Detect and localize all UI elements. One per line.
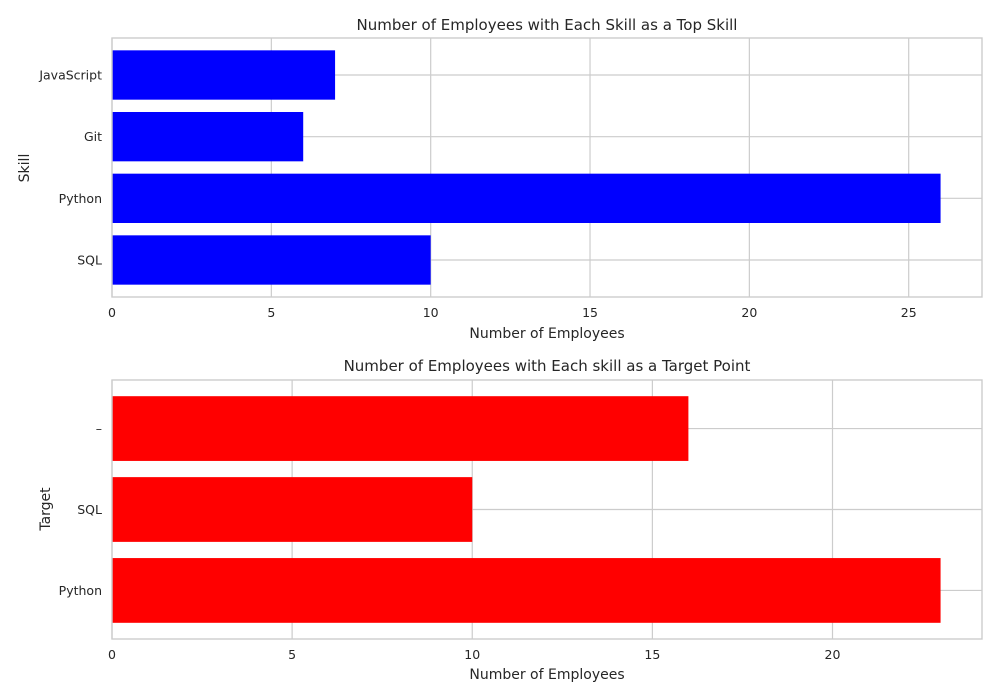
- chart-1-bar-2: [112, 112, 304, 162]
- chart-2-xtick-label: 15: [644, 647, 660, 662]
- chart-1-ytick-label: JavaScript: [38, 68, 102, 83]
- chart-1-bar-3: [112, 50, 336, 100]
- chart-2-bar-0: [112, 558, 941, 623]
- chart-1-title: Number of Employees with Each Skill as a…: [357, 16, 738, 34]
- chart-2-xlabel: Number of Employees: [469, 667, 624, 683]
- chart-1-frame: [111, 37, 983, 298]
- chart-2-xtick-label: 0: [108, 647, 116, 662]
- chart-2-xtick-label: 20: [825, 647, 841, 662]
- chart-1-xtick-label: 5: [267, 305, 275, 320]
- chart-1-ytick-label: SQL: [77, 253, 102, 268]
- chart-2-ytick-label: Python: [59, 583, 102, 598]
- top-skill-chart: Number of Employees with Each Skill as a…: [17, 16, 983, 342]
- chart-1-ytick-label: Python: [59, 191, 102, 206]
- chart-2-bar-1: [112, 477, 473, 542]
- chart-1-xlabel: Number of Employees: [469, 326, 624, 342]
- chart-1-bar-1: [112, 173, 941, 223]
- chart-1-bar-0: [112, 235, 431, 285]
- chart-2-ylabel: Target: [38, 487, 54, 532]
- chart-1-xtick-label: 20: [741, 305, 757, 320]
- chart-2-ytick-label: –: [96, 421, 102, 436]
- chart-1-xtick-label: 10: [423, 305, 439, 320]
- chart-2-title: Number of Employees with Each skill as a…: [344, 357, 751, 375]
- chart-1-xtick-label: 25: [901, 305, 917, 320]
- chart-2-xtick-label: 10: [464, 647, 480, 662]
- chart-1-ylabel: Skill: [17, 154, 33, 183]
- chart-2-bar-2: [112, 396, 689, 461]
- target-point-chart: Number of Employees with Each skill as a…: [38, 357, 983, 683]
- chart-1-ytick-label: Git: [84, 129, 102, 144]
- chart-1-xtick-label: 15: [582, 305, 598, 320]
- chart-2-xtick-label: 5: [288, 647, 296, 662]
- chart-2-frame: [111, 379, 983, 640]
- chart-1-xtick-label: 0: [108, 305, 116, 320]
- chart-2-ytick-label: SQL: [77, 502, 102, 517]
